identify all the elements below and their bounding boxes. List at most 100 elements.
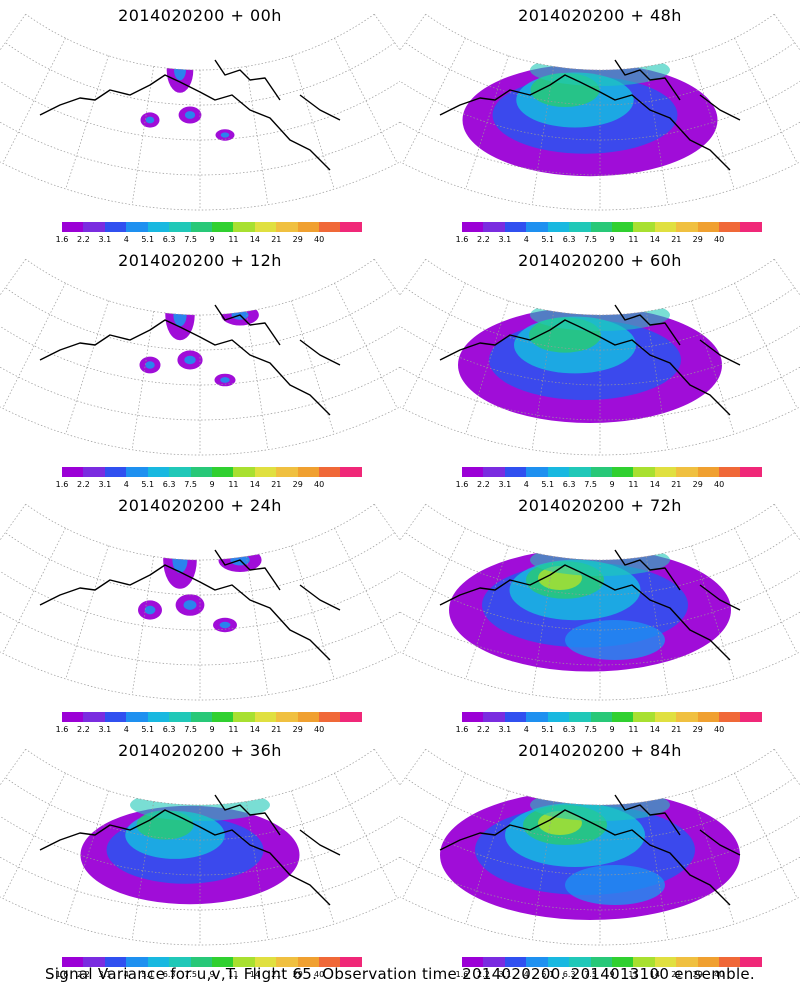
colorbar-tick-label: 11 — [228, 480, 239, 489]
colorbar-swatch — [654, 712, 677, 722]
coastline — [439, 59, 741, 171]
colorbar-tick-label: 40 — [714, 480, 725, 489]
colorbar-tick-label: 9 — [209, 725, 215, 734]
colorbar-tick-label: 14 — [649, 235, 660, 244]
colorbar-swatch — [233, 467, 255, 477]
polar-map — [0, 13, 400, 211]
colorbar — [62, 467, 362, 477]
colorbar-tick-label: 3.1 — [498, 725, 512, 734]
colorbar-swatch — [147, 222, 170, 232]
colorbar-tick-label: 29 — [692, 480, 703, 489]
colorbar-tick-label: 5.1 — [141, 725, 155, 734]
colorbar-tick-label: 14 — [249, 480, 260, 489]
colorbar-tick-label: 14 — [249, 970, 260, 979]
colorbar-swatch — [569, 712, 591, 722]
colorbar-tick-label: 9 — [609, 970, 615, 979]
colorbar-labels: 1.6 2.2 3.1 4 5.1 6.3 7.5 9 11 14 21 29 40 — [452, 970, 772, 982]
colorbar-tick-label: 11 — [628, 480, 639, 489]
colorbar-tick-label: 2.2 — [477, 725, 490, 734]
colorbar-tick-label: 21 — [671, 235, 682, 244]
colorbar-swatch — [169, 467, 191, 477]
colorbar-swatch — [340, 467, 362, 477]
colorbar-swatch — [340, 222, 362, 232]
colorbar-tick-label: 11 — [628, 725, 639, 734]
colorbar-swatch — [211, 467, 234, 477]
figure-caption: Signal Variance for u,v,T. Flight 65. Ob… — [44, 965, 756, 983]
colorbar-tick-label: 4 — [123, 235, 129, 244]
map-panel: 2014020200 + 00h 1.6 2.2 3.1 4 5.1 6.3 7.5 9 11 14… — [0, 0, 400, 245]
colorbar-swatch — [526, 222, 548, 232]
colorbar-swatch — [126, 467, 148, 477]
colorbar-tick-label: 7.5 — [184, 235, 197, 244]
colorbar-swatch — [190, 222, 212, 232]
colorbar-tick-label: 4 — [123, 480, 129, 489]
colorbar-swatch — [633, 222, 655, 232]
panel-title: 2014020200 + 12h — [118, 251, 282, 270]
colorbar — [462, 467, 762, 477]
colorbar-tick-label: 1.6 — [55, 725, 69, 734]
colorbar-tick-label: 3.1 — [98, 480, 112, 489]
colorbar-swatch — [483, 712, 505, 722]
colorbar-tick-label: 40 — [714, 725, 725, 734]
colorbar-tick-label: 7.5 — [184, 480, 197, 489]
colorbar-tick-label: 14 — [249, 725, 260, 734]
colorbar-tick-label: 3.1 — [498, 480, 512, 489]
colorbar-tick-label: 4 — [523, 725, 529, 734]
colorbar-swatch — [569, 957, 591, 967]
colorbar-swatch — [483, 222, 505, 232]
map-panel: 2014020200 + 48h 1.6 2.2 3.1 4 5.1 6.3 7.5 9 11 14… — [400, 0, 800, 245]
colorbar-labels: 1.6 2.2 3.1 4 5.1 6.3 7.5 9 11 14 21 29 40 — [452, 725, 772, 737]
colorbar-swatch — [547, 712, 570, 722]
map-panel: 2014020200 + 12h 1.6 2.2 3.1 4 5.1 6.3 7.5 9 11 14… — [0, 245, 400, 490]
colorbar-swatch — [276, 957, 298, 967]
colorbar-swatch — [697, 222, 720, 232]
colorbar-swatch — [83, 712, 105, 722]
colorbar-tick-label: 9 — [209, 970, 215, 979]
colorbar-swatch — [211, 712, 234, 722]
colorbar-tick-label: 11 — [228, 970, 239, 979]
colorbar-swatch — [319, 222, 341, 232]
colorbar-tick-label: 29 — [692, 970, 703, 979]
colorbar-swatch — [740, 222, 762, 232]
colorbar-tick-label: 29 — [292, 235, 303, 244]
polar-map — [400, 748, 800, 946]
coastline — [39, 59, 341, 171]
colorbar-tick-label: 2.2 — [477, 970, 490, 979]
colorbar-tick-label: 21 — [671, 480, 682, 489]
colorbar-swatch — [104, 957, 127, 967]
colorbar-swatch — [740, 957, 762, 967]
coastline — [39, 549, 341, 661]
colorbar-tick-label: 4 — [123, 725, 129, 734]
colorbar-swatch — [611, 467, 634, 477]
colorbar-tick-label: 2.2 — [477, 480, 490, 489]
colorbar-swatch — [611, 222, 634, 232]
colorbar-tick-label: 5.1 — [141, 235, 155, 244]
colorbar-swatch — [719, 467, 741, 477]
colorbar-swatch — [276, 222, 298, 232]
colorbar-tick-label: 6.3 — [162, 725, 176, 734]
colorbar-tick-label: 2.2 — [77, 725, 90, 734]
colorbar-swatch — [104, 712, 127, 722]
colorbar-tick-label: 3.1 — [498, 970, 512, 979]
colorbar-swatch — [319, 467, 341, 477]
colorbar-tick-label: 21 — [671, 970, 682, 979]
polar-map — [400, 13, 800, 211]
colorbar-tick-label: 7.5 — [584, 480, 597, 489]
colorbar-tick-label: 4 — [523, 235, 529, 244]
colorbar-tick-label: 1.6 — [55, 235, 69, 244]
colorbar-tick-label: 6.3 — [562, 235, 576, 244]
colorbar-tick-label: 21 — [671, 725, 682, 734]
colorbar-swatch — [462, 712, 484, 722]
panel-title: 2014020200 + 36h — [118, 741, 282, 760]
colorbar-swatch — [62, 467, 84, 477]
colorbar — [462, 957, 762, 967]
colorbar-swatch — [62, 222, 84, 232]
colorbar-tick-label: 21 — [271, 480, 282, 489]
colorbar-swatch — [611, 712, 634, 722]
colorbar-swatch — [526, 467, 548, 477]
polar-map — [0, 503, 400, 701]
colorbar-swatch — [83, 467, 105, 477]
colorbar-swatch — [526, 712, 548, 722]
colorbar-swatch — [190, 467, 212, 477]
colorbar-swatch — [169, 712, 191, 722]
